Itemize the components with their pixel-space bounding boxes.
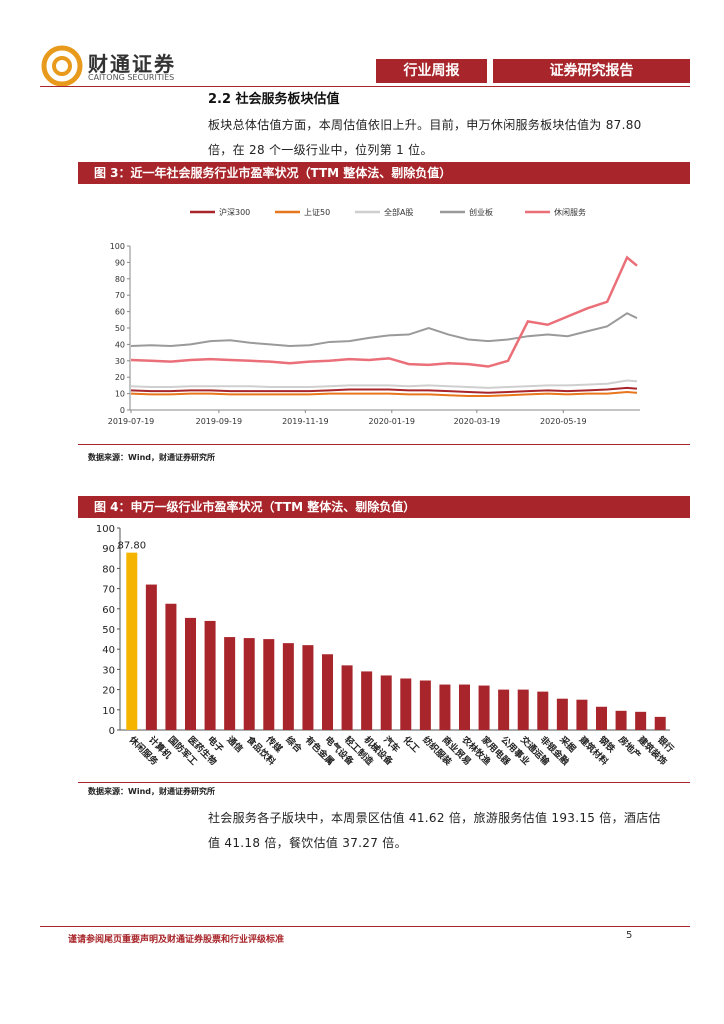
series-line — [130, 386, 638, 394]
y-tick-label: 100 — [110, 242, 125, 251]
logo — [41, 45, 83, 87]
legend-label: 全部A股 — [384, 207, 413, 217]
bar — [537, 691, 549, 730]
x-tick-label: 2020-05-19 — [540, 417, 587, 426]
source: 数据来源：Wind，财通证券研究所 — [88, 453, 215, 462]
y-tick-label: 20 — [115, 373, 125, 382]
series-line — [130, 312, 638, 348]
footer-note: 谨请参阅尾页重要声明及财通证券股票和行业评级标准 — [68, 935, 285, 945]
legend-label: 创业板 — [469, 207, 493, 217]
bar — [400, 678, 412, 730]
bar — [596, 706, 607, 730]
y-tick-label: 40 — [115, 340, 125, 349]
source: 数据来源：Wind，财通证券研究所 — [88, 787, 215, 796]
tab: 证券研究报告 — [493, 59, 690, 83]
bar — [145, 584, 157, 730]
x-tick-label: 化工 — [401, 734, 422, 755]
x-tick-label: 2020-03-19 — [454, 417, 501, 426]
brand: 财通证券 — [88, 52, 176, 76]
bar — [185, 617, 196, 730]
y-tick-label: 90 — [115, 258, 125, 267]
bar — [615, 710, 627, 730]
tab: 行业周报 — [376, 59, 487, 83]
paragraph: 板块总体估值方面，本周估值依旧上升。目前，申万休闲服务板块估值为 87.80 倍… — [208, 118, 642, 157]
y-tick-label: 50 — [115, 324, 125, 333]
bar — [361, 671, 373, 730]
y-tick-label: 70 — [102, 585, 115, 596]
brand-en: CAITONG SECURITIES — [88, 73, 175, 82]
bar — [263, 639, 275, 730]
y-tick-label: 10 — [115, 390, 125, 399]
bar — [635, 711, 647, 730]
bar — [165, 603, 177, 730]
page-number: 5 — [626, 930, 633, 941]
bar — [517, 689, 529, 730]
y-tick-label: 10 — [102, 706, 115, 717]
figure-rule — [78, 444, 690, 445]
bar — [380, 675, 392, 730]
bar — [498, 689, 510, 730]
bar — [459, 684, 470, 730]
bar — [439, 684, 451, 730]
header-rule — [40, 86, 690, 87]
x-tick-label: 2020-01-19 — [369, 417, 416, 426]
legend-label: 上证50 — [304, 208, 330, 217]
bar — [478, 685, 490, 730]
y-tick-label: 20 — [102, 686, 115, 697]
bar — [224, 637, 236, 730]
y-tick-label: 70 — [115, 291, 125, 300]
bar — [576, 699, 588, 730]
y-tick-label: 30 — [102, 665, 115, 676]
bar — [302, 645, 314, 730]
legend-label: 沪深300 — [219, 207, 250, 217]
bar — [556, 698, 568, 730]
series-line — [130, 379, 638, 389]
y-tick-label: 40 — [102, 645, 115, 656]
section-title: 2.2 社会服务板块估值 — [208, 92, 340, 107]
bar — [282, 643, 294, 730]
figure-title: 图 3：近一年社会服务行业市盈率状况（TTM 整体法、剔除负值） — [78, 162, 690, 184]
footer-rule — [40, 926, 690, 927]
value-label: 87.80 — [117, 541, 146, 552]
bar — [126, 552, 138, 730]
bar — [341, 665, 353, 730]
bar — [204, 620, 216, 730]
bar — [322, 654, 333, 730]
y-tick-label: 80 — [115, 275, 125, 284]
paragraph: 社会服务各子版块中，本周景区估值 41.62 倍，旅游服务估值 193.15 倍… — [208, 811, 661, 850]
series-line — [130, 255, 638, 368]
y-tick-label: 100 — [96, 524, 115, 535]
bar — [654, 716, 666, 730]
bar — [243, 638, 255, 730]
legend-label: 休闲服务 — [554, 207, 586, 217]
y-tick-label: 50 — [102, 625, 115, 636]
bar — [419, 680, 431, 730]
x-tick-label: 2019-11-19 — [282, 417, 329, 426]
x-tick-label: 2019-09-19 — [196, 417, 243, 426]
figure-rule — [78, 782, 690, 783]
y-tick-label: 0 — [109, 726, 115, 737]
y-tick-label: 80 — [102, 564, 115, 575]
series-line — [130, 390, 638, 398]
y-tick-label: 60 — [115, 308, 125, 317]
x-tick-label: 综合 — [283, 734, 305, 756]
y-tick-label: 30 — [115, 357, 125, 366]
figure-title: 图 4：申万一级行业市盈率状况（TTM 整体法、剔除负值） — [78, 496, 690, 518]
x-tick-label: 通信 — [225, 734, 246, 755]
x-tick-label: 2019-07-19 — [108, 417, 155, 426]
y-tick-label: 60 — [102, 605, 115, 616]
y-tick-label: 90 — [102, 544, 115, 555]
y-tick-label: 0 — [120, 406, 125, 415]
